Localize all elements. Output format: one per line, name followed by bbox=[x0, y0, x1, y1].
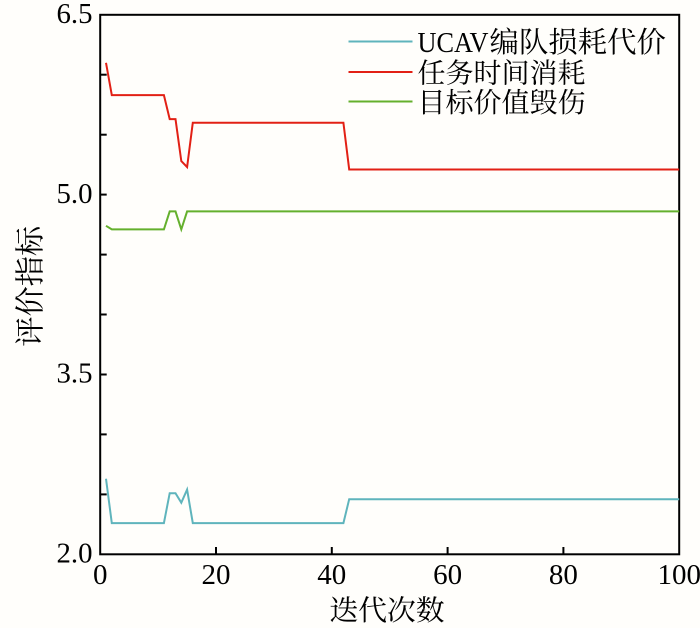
svg-text:6.5: 6.5 bbox=[57, 0, 93, 30]
svg-text:20: 20 bbox=[202, 559, 231, 591]
svg-text:UCAV: UCAV bbox=[418, 27, 489, 59]
svg-text:100: 100 bbox=[657, 559, 700, 591]
svg-text:0: 0 bbox=[93, 559, 108, 591]
svg-text:60: 60 bbox=[433, 559, 462, 591]
svg-text:5.0: 5.0 bbox=[57, 178, 93, 210]
svg-text:3.5: 3.5 bbox=[57, 358, 93, 390]
svg-text:40: 40 bbox=[317, 559, 346, 591]
svg-text:2.0: 2.0 bbox=[57, 538, 93, 570]
svg-text:80: 80 bbox=[549, 559, 578, 591]
